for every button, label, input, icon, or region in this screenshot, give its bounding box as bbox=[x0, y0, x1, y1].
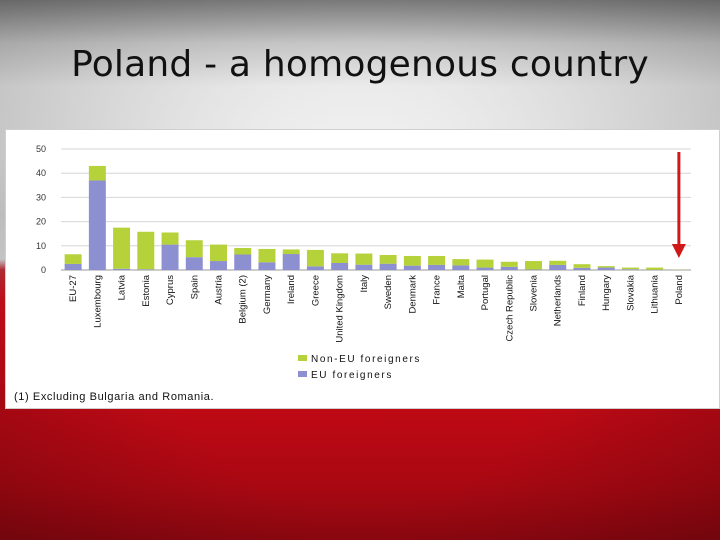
bar-non-eu-united-kingdom bbox=[331, 253, 349, 263]
category-label: Czech Republic bbox=[504, 275, 515, 342]
category-label: Cyprus bbox=[165, 275, 176, 305]
category-label: Finland bbox=[577, 275, 588, 306]
bar-eu-malta bbox=[452, 265, 470, 270]
category-label: Germany bbox=[262, 275, 273, 314]
bar-non-eu-netherlands bbox=[549, 260, 567, 265]
y-tick-label: 10 bbox=[36, 241, 46, 251]
category-label: Slovakia bbox=[625, 274, 636, 311]
y-tick-label: 40 bbox=[36, 168, 46, 178]
category-label: Malta bbox=[456, 274, 467, 298]
category-label: Estonia bbox=[141, 274, 152, 306]
category-label: Lithuania bbox=[650, 274, 661, 313]
bar-non-eu-hungary bbox=[597, 266, 615, 268]
bar-eu-estonia bbox=[137, 269, 155, 270]
category-labels: EU-27 Luxembourg Latvia Estonia Cyprus Spain A… bbox=[68, 274, 685, 342]
bar-eu-ireland bbox=[282, 254, 300, 270]
bar-non-eu-belgium-2- bbox=[234, 247, 252, 255]
bar-non-eu-eu-27 bbox=[64, 254, 82, 264]
bar-non-eu-denmark bbox=[403, 255, 421, 266]
y-tick-label: 0 bbox=[41, 265, 46, 275]
category-label: Denmark bbox=[407, 275, 418, 314]
y-axis-ticks: 0 10 20 30 40 50 bbox=[36, 144, 46, 275]
bar-eu-denmark bbox=[403, 265, 421, 270]
bar-eu-greece bbox=[306, 266, 324, 270]
legend-label-eu: EU foreigners bbox=[311, 370, 393, 381]
category-label: Ireland bbox=[286, 275, 297, 304]
legend-swatch-non-eu bbox=[298, 355, 307, 361]
legend: Non-EU foreigners EU foreigners bbox=[298, 354, 421, 381]
gridlines bbox=[61, 148, 691, 271]
bar-eu-eu-27 bbox=[64, 263, 82, 270]
category-label: Hungary bbox=[601, 275, 612, 311]
slide-title: Poland - a homogenous country bbox=[71, 44, 649, 85]
bar-non-eu-finland bbox=[573, 264, 591, 268]
legend-label-non-eu: Non-EU foreigners bbox=[311, 354, 421, 365]
bar-non-eu-lithuania bbox=[646, 267, 664, 270]
bar-eu-germany bbox=[258, 262, 276, 270]
bar-eu-cyprus bbox=[161, 244, 179, 270]
bar-non-eu-latvia bbox=[113, 227, 131, 269]
poland-arrow-head bbox=[671, 244, 686, 258]
bar-eu-portugal bbox=[476, 267, 494, 270]
category-label: Luxembourg bbox=[92, 275, 103, 328]
category-label: Belgium (2) bbox=[238, 275, 249, 324]
category-label: Italy bbox=[359, 275, 370, 293]
bar-non-eu-slovakia bbox=[621, 267, 639, 270]
bar-non-eu-france bbox=[428, 255, 446, 265]
category-label: Austria bbox=[214, 274, 225, 304]
chart-panel: 0 10 20 30 40 50 EU-27 Luxembourg Latvia Estonia… bbox=[5, 129, 720, 409]
bar-eu-luxembourg bbox=[88, 180, 106, 270]
y-tick-label: 20 bbox=[36, 217, 46, 227]
bar-non-eu-cyprus bbox=[161, 232, 179, 245]
bars bbox=[64, 165, 688, 270]
bar-eu-netherlands bbox=[549, 264, 567, 270]
bar-non-eu-portugal bbox=[476, 259, 494, 268]
bar-eu-belgium-2- bbox=[234, 254, 252, 270]
bar-non-eu-spain bbox=[185, 240, 203, 258]
bar-eu-spain bbox=[185, 257, 203, 270]
bar-eu-finland bbox=[573, 267, 591, 270]
bar-eu-austria bbox=[210, 261, 227, 270]
bar-non-eu-slovenia bbox=[525, 261, 542, 270]
stacked-bar-chart: 0 10 20 30 40 50 EU-27 Luxembourg Latvia Estonia… bbox=[14, 144, 691, 403]
bar-non-eu-malta bbox=[452, 259, 470, 266]
bar-non-eu-luxembourg bbox=[88, 165, 106, 181]
bar-non-eu-germany bbox=[258, 248, 276, 263]
bar-non-eu-italy bbox=[355, 253, 373, 265]
category-label: United Kingdom bbox=[335, 275, 346, 343]
highlight-marker bbox=[671, 152, 686, 258]
bar-eu-latvia bbox=[113, 268, 131, 270]
category-label: Latvia bbox=[117, 274, 128, 300]
category-label: Slovenia bbox=[529, 274, 540, 311]
bar-non-eu-sweden bbox=[379, 254, 397, 264]
bar-eu-italy bbox=[355, 264, 373, 270]
category-label: Portugal bbox=[480, 275, 491, 310]
legend-swatch-eu bbox=[298, 371, 307, 377]
y-tick-label: 50 bbox=[36, 144, 46, 154]
bar-eu-czech-republic bbox=[500, 266, 518, 270]
bar-eu-slovakia bbox=[621, 269, 639, 270]
bar-non-eu-austria bbox=[210, 244, 227, 262]
bar-eu-united-kingdom bbox=[331, 262, 349, 270]
bar-non-eu-greece bbox=[306, 249, 324, 267]
chart-footnote: (1) Excluding Bulgaria and Romania. bbox=[14, 391, 214, 403]
category-label: France bbox=[432, 275, 443, 305]
category-label: Spain bbox=[189, 275, 200, 299]
bar-non-eu-estonia bbox=[137, 231, 155, 270]
bar-eu-sweden bbox=[379, 263, 397, 270]
category-label: Sweden bbox=[383, 275, 394, 309]
bar-non-eu-czech-republic bbox=[500, 261, 518, 267]
category-label: Netherlands bbox=[553, 275, 564, 326]
category-label: Greece bbox=[310, 275, 321, 306]
category-label: EU-27 bbox=[68, 275, 79, 302]
bar-non-eu-ireland bbox=[282, 249, 300, 255]
category-label: Poland bbox=[674, 275, 685, 305]
bar-eu-france bbox=[428, 264, 446, 270]
bar-eu-hungary bbox=[597, 267, 615, 270]
y-tick-label: 30 bbox=[36, 192, 46, 202]
